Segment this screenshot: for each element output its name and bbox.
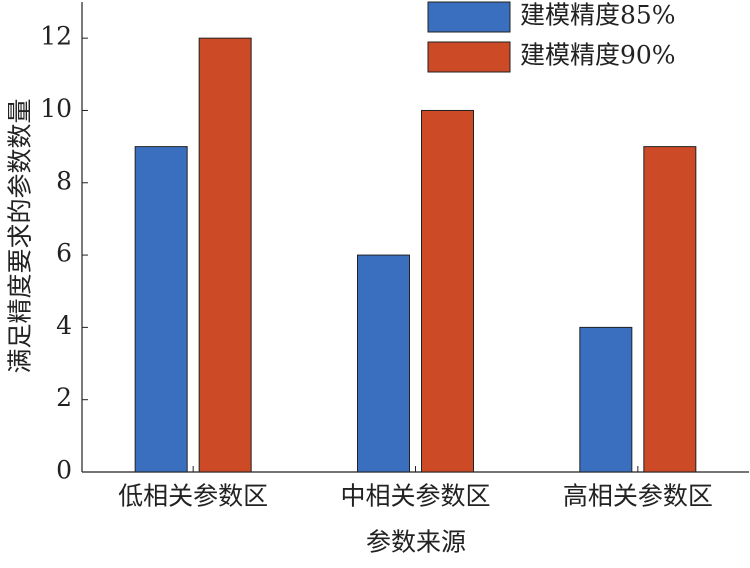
legend-label: 建模精度85%	[520, 1, 676, 30]
x-tick-label: 低相关参数区	[118, 482, 268, 511]
y-axis-label: 满足精度要求的参数数量	[6, 98, 35, 373]
x-tick-label: 高相关参数区	[563, 482, 713, 511]
bar	[579, 326, 633, 473]
bar	[198, 37, 252, 473]
y-tick-label: 8	[56, 166, 72, 195]
y-tick-label: 6	[56, 239, 72, 268]
bar	[357, 254, 410, 473]
y-tick-label: 10	[40, 94, 72, 123]
legend-label: 建模精度90%	[520, 41, 676, 70]
y-tick-label: 12	[40, 22, 72, 51]
x-tick-label: 中相关参数区	[340, 482, 490, 511]
y-tick-label: 4	[56, 311, 72, 340]
x-axis-label: 参数来源	[366, 528, 466, 557]
legend-swatch	[427, 1, 511, 33]
y-tick-label: 0	[56, 456, 72, 485]
bar	[134, 146, 188, 473]
legend-swatch	[427, 41, 511, 73]
bar	[421, 109, 474, 473]
bar	[643, 146, 697, 473]
y-tick-label: 2	[56, 383, 72, 412]
